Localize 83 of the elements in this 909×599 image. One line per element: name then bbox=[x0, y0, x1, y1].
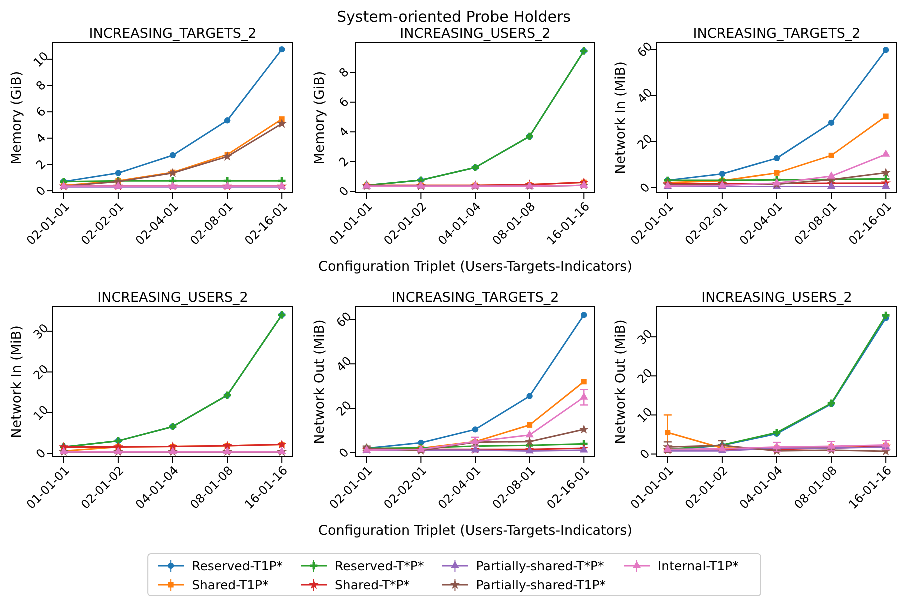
y-tick-label: 10 bbox=[30, 49, 52, 70]
y-tick-label: 8 bbox=[336, 65, 352, 80]
point bbox=[882, 312, 890, 320]
point bbox=[828, 120, 835, 126]
point bbox=[883, 47, 890, 54]
y-tick-label: 8 bbox=[33, 78, 49, 94]
y-tick-label: 0 bbox=[336, 445, 352, 461]
point bbox=[882, 150, 890, 157]
point bbox=[115, 170, 122, 176]
y-tick-label: 30 bbox=[30, 321, 52, 342]
point bbox=[580, 446, 588, 453]
legend-label: Reserved-T1P* bbox=[192, 558, 283, 574]
point bbox=[524, 436, 535, 446]
point bbox=[774, 155, 780, 162]
point bbox=[881, 168, 892, 178]
legend-label: Internal-T1P* bbox=[658, 558, 739, 574]
point bbox=[580, 392, 588, 400]
point bbox=[526, 393, 533, 400]
y-tick-label: 10 bbox=[30, 402, 52, 424]
y-tick-label: 20 bbox=[634, 132, 656, 152]
point bbox=[579, 424, 590, 434]
point bbox=[828, 152, 834, 158]
y-tick-label: 0 bbox=[637, 446, 653, 462]
point bbox=[774, 170, 780, 176]
y-tick-label: 60 bbox=[634, 39, 656, 60]
y-axis-title: Network In (MiB) bbox=[613, 62, 629, 174]
chart-title: INCREASING_TARGETS_2 bbox=[693, 26, 861, 42]
point bbox=[827, 172, 836, 179]
y-tick-label: 2 bbox=[33, 157, 49, 173]
y-axis-title: Memory (GiB) bbox=[9, 71, 25, 165]
x-axis-title: Configuration Triplet (Users-Targets-Indicators) bbox=[318, 523, 632, 539]
point bbox=[581, 379, 587, 385]
y-tick-label: 60 bbox=[334, 309, 354, 330]
legend-label: Partially-shared-T1P* bbox=[476, 578, 606, 592]
y-tick-label: 4 bbox=[336, 124, 352, 140]
point bbox=[279, 116, 285, 122]
point bbox=[827, 182, 836, 190]
y-tick-label: 40 bbox=[334, 354, 354, 375]
chart-title: INCREASING_USERS_2 bbox=[98, 290, 248, 306]
point bbox=[581, 312, 588, 318]
point bbox=[170, 152, 176, 159]
point bbox=[222, 440, 232, 450]
legend-label: Partially-shared-T*P* bbox=[476, 558, 604, 574]
y-tick-label: 6 bbox=[33, 104, 49, 120]
point bbox=[222, 152, 232, 161]
point bbox=[277, 118, 288, 128]
chart-title: INCREASING_USERS_2 bbox=[702, 290, 852, 306]
legend-label: Shared-T*P* bbox=[335, 578, 410, 592]
point bbox=[277, 440, 288, 449]
y-tick-label: 6 bbox=[336, 94, 352, 110]
legend-label: Shared-T1P* bbox=[192, 578, 269, 592]
text: System-oriented Probe Holders bbox=[337, 8, 572, 26]
point bbox=[882, 182, 890, 190]
chart-title: INCREASING_USERS_2 bbox=[400, 26, 551, 42]
point bbox=[526, 430, 534, 438]
y-tick-label: 20 bbox=[30, 362, 52, 383]
y-tick-label: 40 bbox=[634, 86, 656, 106]
point bbox=[719, 171, 726, 178]
y-tick-label: 4 bbox=[33, 130, 49, 146]
y-tick-label: 0 bbox=[637, 180, 653, 196]
point bbox=[472, 426, 479, 433]
y-tick-label: 20 bbox=[334, 398, 354, 420]
point bbox=[279, 46, 286, 53]
y-axis-title: Memory (GiB) bbox=[312, 71, 328, 165]
y-tick-label: 20 bbox=[634, 366, 656, 387]
point bbox=[883, 114, 889, 120]
point bbox=[168, 442, 178, 451]
point bbox=[665, 430, 671, 436]
legend-label: Reserved-T*P* bbox=[335, 558, 424, 574]
y-tick-label: 10 bbox=[634, 404, 656, 426]
y-tick-label: 0 bbox=[336, 184, 352, 200]
point bbox=[224, 118, 231, 124]
y-axis-title: Network In (MiB) bbox=[9, 326, 25, 438]
x-axis-title: Configuration Triplet (Users-Targets-Indicators) bbox=[318, 259, 632, 275]
y-tick-label: 2 bbox=[336, 154, 352, 170]
y-tick-label: 0 bbox=[33, 184, 49, 199]
chart-title: INCREASING_TARGETS_2 bbox=[89, 26, 257, 42]
point bbox=[527, 422, 533, 428]
y-tick-label: 0 bbox=[33, 446, 49, 462]
chart-title: INCREASING_TARGETS_2 bbox=[392, 290, 560, 306]
y-tick-label: 30 bbox=[634, 326, 656, 348]
y-axis-title: Network Out (MiB) bbox=[312, 320, 328, 444]
y-axis-title: Network Out (MiB) bbox=[613, 320, 629, 444]
